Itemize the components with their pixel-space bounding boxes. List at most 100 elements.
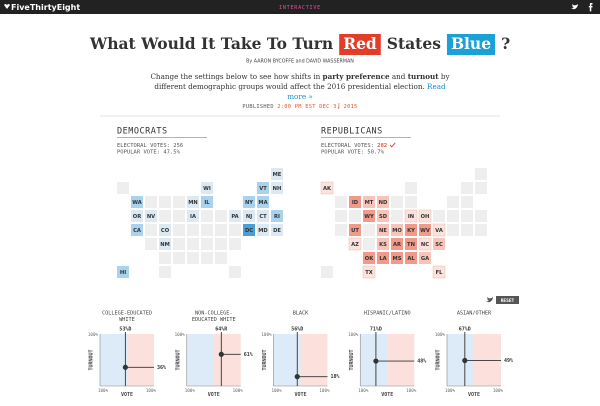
- brand[interactable]: FiveThirtyEight: [11, 3, 80, 12]
- state-tile: [229, 210, 241, 222]
- map-title: REPUBLICANS: [321, 127, 383, 137]
- blank-tile: [447, 224, 459, 236]
- title-highlight: Red: [343, 34, 377, 53]
- state-tile: [419, 224, 431, 236]
- vote-label: 56%D: [291, 327, 303, 333]
- electoral-votes: ELECTORAL VOTES: 282: [321, 143, 387, 149]
- state-label: CA: [133, 228, 141, 234]
- facebook-icon[interactable]: [588, 3, 593, 12]
- logo-icon: [4, 4, 10, 9]
- vote-label: 53%D: [119, 327, 131, 333]
- state-label: AZ: [351, 242, 359, 248]
- title-box: [339, 34, 381, 55]
- state-tile: [362, 265, 376, 279]
- state-tile: [432, 265, 446, 279]
- blank-tile: [215, 238, 227, 250]
- blank-tile: [475, 182, 487, 194]
- handle[interactable]: [218, 351, 224, 357]
- blank-tile: [447, 196, 459, 208]
- state-label: MN: [188, 200, 198, 206]
- vote-axis-label: VOTE: [468, 392, 480, 398]
- handle[interactable]: [373, 358, 379, 364]
- state-label: IA: [190, 214, 196, 220]
- state-label: SD: [379, 214, 388, 220]
- state-label: VT: [259, 186, 267, 192]
- state-tile: [187, 210, 199, 222]
- intro: Change the settings below to see how shi…: [148, 72, 452, 102]
- state-label: CO: [161, 228, 170, 234]
- title-text: ?: [501, 34, 510, 53]
- twitter-icon[interactable]: [571, 4, 578, 10]
- share-icon[interactable]: [486, 297, 493, 303]
- state-tile: [257, 196, 269, 208]
- rep-half: [213, 334, 241, 386]
- blank-tile: [461, 224, 473, 236]
- rep-half: [127, 334, 154, 386]
- state-tile: [271, 224, 283, 236]
- state-tile: [377, 224, 389, 236]
- state-tile: [349, 196, 361, 208]
- blank-tile: [173, 252, 185, 264]
- blank-tile: [391, 210, 403, 222]
- state-label: IN: [408, 214, 414, 220]
- state-tile: [117, 266, 129, 278]
- blank-tile: [433, 210, 445, 222]
- rep-half: [474, 334, 501, 386]
- blank-tile: [335, 210, 347, 222]
- read-more-link[interactable]: Read more »: [287, 82, 446, 101]
- popular-vote: POPULAR VOTE: 50.7%: [321, 150, 385, 156]
- reset-label[interactable]: RESET: [501, 298, 515, 304]
- state-label: WA: [132, 200, 142, 206]
- blank-tile: [117, 182, 129, 194]
- state-tile: [363, 210, 375, 222]
- blank-tile: [201, 238, 213, 250]
- state-label: ID: [352, 200, 359, 206]
- handle[interactable]: [294, 374, 300, 380]
- state-label: WY: [364, 214, 374, 220]
- vote-axis-label: VOTE: [381, 392, 393, 398]
- intro-text: and: [389, 72, 408, 81]
- popular-vote: POPULAR VOTE: 47.5%: [117, 150, 181, 156]
- group-title: ASIAN/OTHER: [457, 311, 492, 317]
- blank-tile: [475, 224, 487, 236]
- blank-tile: [405, 196, 417, 208]
- state-tile: [377, 252, 389, 264]
- axis-max: 100%: [358, 388, 369, 393]
- state-label: OR: [133, 214, 141, 220]
- turnout-axis-label: TURNOUT: [436, 349, 442, 370]
- state-tile: [320, 181, 334, 195]
- blank-tile: [475, 168, 487, 180]
- blank-tile: [349, 210, 361, 222]
- blank-tile: [215, 210, 227, 222]
- state-label: RI: [274, 214, 280, 220]
- blank-tile: [187, 252, 199, 264]
- reset-button[interactable]: [496, 296, 519, 304]
- blank-tile: [173, 238, 185, 250]
- published-part: DEC 3, 2015: [319, 104, 357, 110]
- axis-max: 100%: [175, 332, 186, 337]
- state-tile: [418, 237, 432, 251]
- blank-tile: [461, 196, 473, 208]
- group-title: HISPANIC/LATINO: [364, 311, 411, 317]
- state-tile: [257, 182, 269, 194]
- section-label[interactable]: INTERACTIVE: [279, 5, 321, 11]
- state-tile: [145, 210, 157, 222]
- state-label: MD: [258, 228, 268, 234]
- state-label: ND: [379, 200, 388, 206]
- axis-max: 100%: [348, 332, 359, 337]
- state-label: VA: [435, 228, 443, 234]
- blank-tile: [229, 266, 241, 278]
- state-tile: [405, 252, 417, 264]
- handle[interactable]: [462, 357, 468, 364]
- state-label: HI: [120, 270, 126, 276]
- state-tile: [257, 210, 269, 222]
- turnout-label: 61%: [244, 352, 253, 358]
- handle[interactable]: [122, 364, 128, 370]
- intro-text: Change the settings below to see how shi…: [150, 72, 323, 81]
- state-label: NC: [421, 242, 429, 248]
- axis-max: 100%: [88, 332, 99, 337]
- state-tile: [404, 209, 418, 223]
- state-tile: [363, 252, 375, 264]
- blank-tile: [159, 266, 171, 278]
- turnout-label: 49%: [504, 358, 513, 364]
